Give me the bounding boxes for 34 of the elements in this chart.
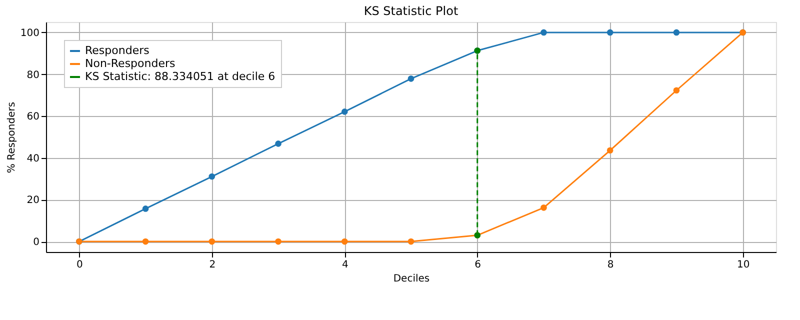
y-axis-title: % Responders: [6, 102, 18, 174]
x-tick-label: 6: [474, 260, 482, 270]
point: [275, 140, 282, 147]
point: [208, 173, 216, 180]
x-tick-label: 0: [76, 260, 83, 270]
point: [606, 29, 614, 36]
point: [142, 206, 149, 212]
point: [341, 108, 348, 115]
y-tick-label: 80: [26, 70, 40, 81]
y-tick-label: 0: [33, 237, 40, 248]
point: [673, 29, 680, 36]
y-tick-label: 100: [20, 28, 40, 39]
y-tick-label: 40: [26, 153, 40, 164]
point: [673, 87, 680, 94]
point: [606, 147, 614, 154]
point: [540, 29, 547, 36]
point: [275, 238, 282, 245]
legend-label: Non-Responders: [85, 57, 176, 70]
x-tick-label: 2: [209, 260, 216, 270]
x-tick-label: 8: [607, 260, 614, 270]
point: [341, 238, 348, 245]
legend-label: Responders: [85, 44, 150, 57]
point: [408, 238, 414, 245]
y-tick-label: 60: [26, 112, 40, 123]
point: [408, 76, 414, 82]
x-axis-title: Deciles: [393, 274, 430, 284]
chart-title: KS Statistic Plot: [364, 4, 458, 18]
legend-label: KS Statistic: 88.334051 at decile 6: [85, 70, 276, 83]
x-tick-label: 4: [342, 260, 348, 270]
point: [208, 238, 216, 245]
x-tick-label: 10: [736, 260, 750, 270]
y-tick-label: 20: [26, 195, 40, 206]
point: [142, 238, 149, 245]
point: [540, 204, 547, 211]
